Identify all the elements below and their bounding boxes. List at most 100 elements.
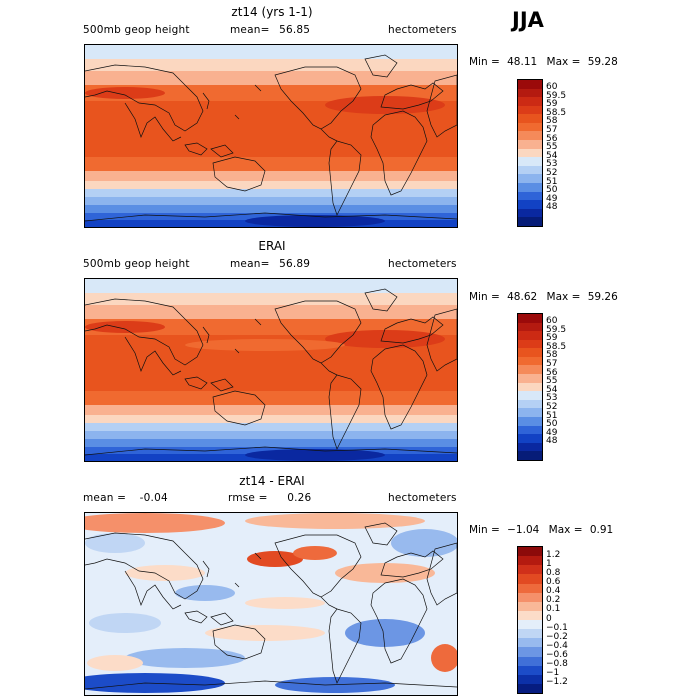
field-anomaly [205, 625, 325, 641]
season-label: JJA [512, 8, 544, 32]
colorbar-tick-label: 54 [546, 150, 558, 161]
field-anomaly [247, 551, 303, 567]
field-anomaly [245, 597, 325, 609]
field-maximum [325, 330, 445, 348]
colorbar-tick-label: 0.1 [546, 604, 561, 615]
field-band [85, 391, 457, 405]
colorbar-tick-label: 60 [546, 316, 558, 327]
panel1-minmax: Min = 48.11 Max = 59.28 [469, 56, 618, 68]
colorbar-swatch [518, 656, 542, 666]
colorbar-tick-label: 58.5 [546, 107, 567, 118]
colorbar-swatch [518, 348, 542, 357]
colorbar-swatch [518, 374, 542, 383]
colorbar-swatch [518, 356, 542, 366]
colorbar-swatch [518, 434, 542, 443]
colorbar-swatch [518, 451, 542, 460]
panel2-mean-value: 56.89 [279, 258, 311, 270]
colorbar-tick-label: 55 [546, 142, 558, 153]
field-anomaly [85, 513, 225, 533]
panel1-map [84, 44, 458, 228]
colorbar-swatch [518, 339, 542, 349]
colorbar-tick-label: 50 [546, 419, 558, 430]
field-band [85, 189, 457, 197]
colorbar-tick-label: −0.8 [546, 659, 568, 670]
panel1-max-value: 59.28 [587, 56, 618, 68]
field-anomaly [125, 565, 205, 581]
panel2-mean-label: mean= [230, 258, 270, 270]
colorbar-tick-label: 0 [546, 613, 552, 624]
colorbar-tick-label: 53 [546, 393, 558, 404]
field-band [85, 431, 457, 439]
colorbar-tick-label: 51 [546, 176, 558, 187]
colorbar-tick-label: 60 [546, 82, 558, 93]
colorbar-tick-label: 57 [546, 359, 558, 370]
coastlines [85, 54, 457, 222]
panel2-variable: 500mb geop height [83, 258, 190, 270]
field-band [85, 415, 457, 423]
colorbar-tick-label: 48 [546, 436, 558, 447]
colorbar-swatch [518, 200, 542, 209]
colorbar-tick-label: 56 [546, 133, 558, 144]
colorbar-tick-label: 0.2 [546, 595, 561, 606]
colorbar-swatch [518, 574, 542, 584]
field-band [185, 307, 265, 319]
colorbar-swatch [518, 322, 542, 332]
colorbar-tick-label: 52 [546, 401, 558, 412]
colorbar-tick-label: 58 [546, 116, 558, 127]
colorbar-tick-label: 52 [546, 167, 558, 178]
panel1-title: zt14 (yrs 1-1) [231, 5, 313, 19]
field-anomaly [125, 648, 245, 668]
panel1-mean-label: mean= [230, 24, 270, 36]
panel3-colorbar [517, 546, 543, 694]
colorbar-tick-label: 0.4 [546, 586, 561, 597]
colorbar-tick-label: 54 [546, 384, 558, 395]
panel1-variable: 500mb geop height [83, 24, 190, 36]
colorbar-tick-label: 0.8 [546, 567, 561, 578]
field-anomaly [335, 563, 435, 583]
colorbar-tick-label: −0.1 [546, 622, 568, 633]
panel3-max-label: Max = [548, 524, 583, 536]
colorbar-swatch [518, 217, 542, 226]
field-maximum [325, 96, 445, 114]
colorbar-swatch [518, 665, 542, 675]
colorbar-tick-label: 59 [546, 99, 558, 110]
colorbar-swatch [518, 382, 542, 392]
colorbar-swatch [518, 647, 542, 657]
coastlines [85, 522, 457, 690]
panel3-max-value: 0.91 [589, 524, 614, 536]
colorbar-swatch [518, 547, 542, 557]
panel3-rmse-label: rmse = [228, 492, 268, 504]
colorbar-swatch [518, 683, 542, 693]
colorbar-tick-label: 51 [546, 410, 558, 421]
colorbar-swatch [518, 399, 542, 409]
colorbar-swatch [518, 165, 542, 175]
colorbar-swatch [518, 140, 542, 149]
panel3-units: hectometers [388, 492, 457, 504]
field-minimum [245, 215, 385, 227]
colorbar-swatch [518, 157, 542, 166]
colorbar-swatch [518, 629, 542, 639]
colorbar-swatch [518, 80, 542, 89]
colorbar-tick-label: −1 [546, 668, 560, 679]
field-anomaly [89, 613, 161, 633]
panel1-max-label: Max = [546, 56, 581, 68]
colorbar-swatch [518, 97, 542, 106]
panel3-map [84, 512, 458, 696]
field-band [85, 197, 457, 205]
colorbar-swatch [518, 122, 542, 132]
field-band [85, 181, 457, 189]
colorbar-tick-label: 58.5 [546, 341, 567, 352]
colorbar-tick-label: 55 [546, 376, 558, 387]
panel2-min-label: Min = [469, 291, 500, 303]
panel1-min-label: Min = [469, 56, 500, 68]
colorbar-tick-label: 49 [546, 193, 558, 204]
field-minimum [245, 449, 385, 461]
colorbar-swatch [518, 174, 542, 183]
colorbar-swatch [518, 148, 542, 158]
field-band [85, 405, 457, 415]
colorbar-swatch [518, 565, 542, 575]
panel2-min-value: 48.62 [507, 291, 538, 303]
panel3-mean-value: -0.04 [139, 492, 168, 504]
panel1-mean: mean= 56.85 [230, 24, 310, 36]
panel2-units: hectometers [388, 258, 457, 270]
